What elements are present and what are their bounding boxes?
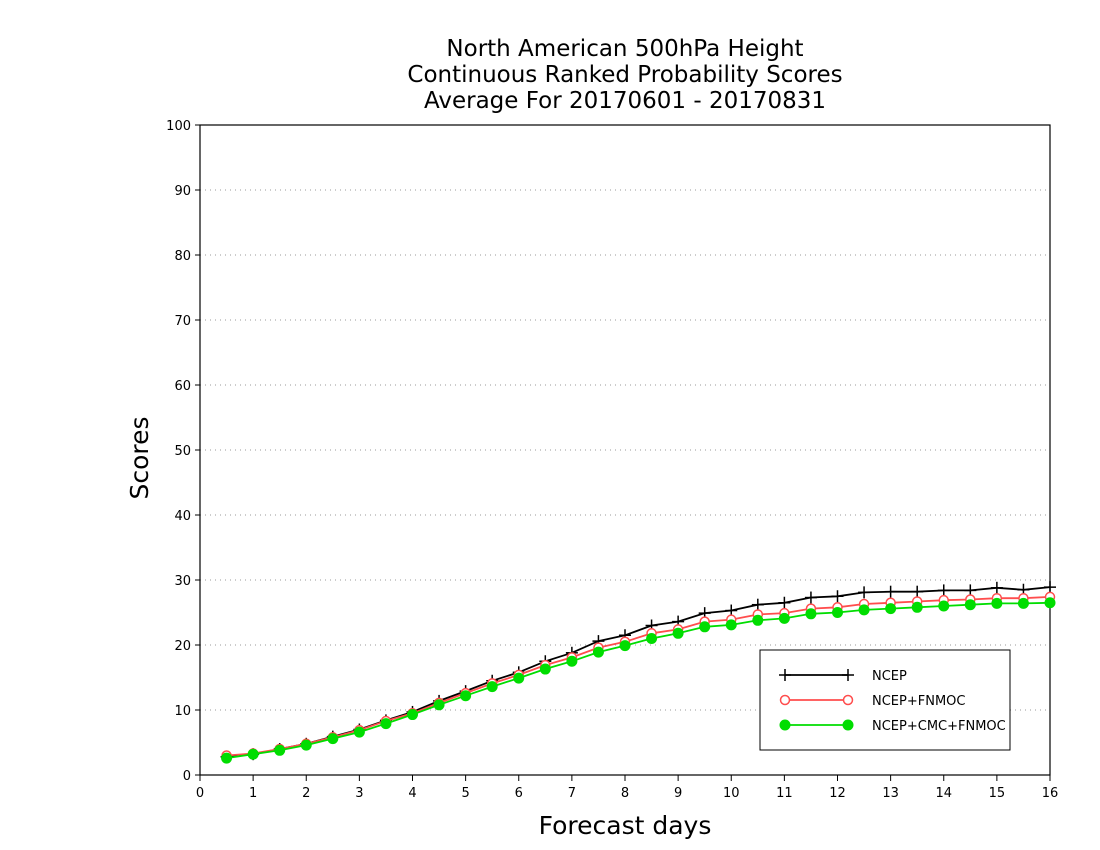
data-point-ncep-cmc-fnmoc xyxy=(300,739,312,751)
y-axis: 0 10 20 30 40 50 60 70 80 90 100 xyxy=(166,119,200,784)
data-point-ncep-cmc-fnmoc xyxy=(539,663,551,675)
x-tick-label: 1 xyxy=(249,786,257,801)
y-tick-label: 10 xyxy=(174,704,191,719)
data-point-ncep-cmc-fnmoc xyxy=(592,646,604,658)
legend-label-ncep: NCEP xyxy=(872,669,907,684)
y-tick-label: 0 xyxy=(183,769,191,784)
data-point-ncep-cmc-fnmoc xyxy=(725,619,737,631)
x-axis: 0 1 2 3 4 5 6 7 8 9 10 11 12 13 14 15 16 xyxy=(196,775,1058,801)
y-tick-label: 40 xyxy=(174,509,191,524)
chart-title-line-3: Average For 20170601 - 20170831 xyxy=(423,88,827,114)
chart-title: North American 500hPa Height Continuous … xyxy=(200,36,1050,114)
data-point-ncep-cmc-fnmoc xyxy=(274,744,286,756)
data-point-ncep-cmc-fnmoc xyxy=(964,599,976,611)
data-point-ncep-cmc-fnmoc xyxy=(672,627,684,639)
data-point-ncep xyxy=(990,581,1003,594)
legend-marker-ncep-fnmoc xyxy=(779,694,791,706)
x-tick-label: 0 xyxy=(196,786,204,801)
data-point-ncep-cmc-fnmoc xyxy=(1044,597,1056,609)
y-tick-label: 20 xyxy=(174,639,191,654)
x-tick-label: 5 xyxy=(461,786,469,801)
data-point-ncep-cmc-fnmoc xyxy=(327,733,339,745)
data-point-ncep-cmc-fnmoc xyxy=(991,597,1003,609)
legend-label-ncep-fnmoc: NCEP+FNMOC xyxy=(872,694,965,709)
x-tick-label: 7 xyxy=(568,786,576,801)
series-layer xyxy=(220,581,1056,764)
data-point-ncep-cmc-fnmoc xyxy=(699,621,711,633)
data-point-ncep-cmc-fnmoc xyxy=(247,748,259,760)
data-point-ncep-cmc-fnmoc xyxy=(778,612,790,624)
data-point-ncep-cmc-fnmoc xyxy=(832,607,843,618)
data-point-ncep-cmc-fnmoc xyxy=(221,752,233,764)
y-tick-label: 50 xyxy=(174,444,191,459)
legend-marker-ncep-cmc-fnmoc xyxy=(842,719,854,731)
x-tick-label: 3 xyxy=(355,786,363,801)
data-point-ncep-cmc-fnmoc xyxy=(433,699,445,711)
data-point-ncep-cmc-fnmoc xyxy=(1017,597,1029,609)
legend-marker-ncep xyxy=(842,669,854,681)
x-tick-label: 16 xyxy=(1042,786,1059,801)
x-axis-label: Forecast days xyxy=(539,811,712,840)
data-point-ncep-cmc-fnmoc xyxy=(486,681,498,693)
data-point-ncep-cmc-fnmoc xyxy=(513,672,525,684)
data-point-ncep-cmc-fnmoc xyxy=(885,603,897,615)
data-point-ncep-cmc-fnmoc xyxy=(752,614,764,626)
data-point-ncep-cmc-fnmoc xyxy=(805,608,817,620)
data-point-ncep xyxy=(937,584,950,597)
data-point-ncep-cmc-fnmoc xyxy=(407,709,418,721)
data-point-ncep xyxy=(778,596,791,609)
x-tick-label: 11 xyxy=(776,786,793,801)
data-point-ncep xyxy=(911,585,924,598)
data-point-ncep xyxy=(804,591,817,604)
series-ncep-cmc-fnmoc xyxy=(221,597,1056,764)
x-tick-label: 8 xyxy=(621,786,629,801)
data-point-ncep-cmc-fnmoc xyxy=(858,604,870,616)
data-point-ncep xyxy=(884,585,897,598)
data-point-ncep-cmc-fnmoc xyxy=(380,718,392,730)
x-tick-label: 12 xyxy=(829,786,846,801)
x-tick-label: 9 xyxy=(674,786,682,801)
data-point-ncep-cmc-fnmoc xyxy=(938,600,950,612)
y-tick-label: 90 xyxy=(174,184,191,199)
y-tick-label: 80 xyxy=(174,249,191,264)
x-tick-label: 4 xyxy=(408,786,416,801)
chart-title-line-2: Continuous Ranked Probability Scores xyxy=(407,62,843,88)
data-point-ncep-cmc-fnmoc xyxy=(353,726,365,738)
legend-marker-ncep-fnmoc xyxy=(842,694,854,706)
y-axis-label: Scores xyxy=(125,416,154,499)
data-point-ncep-cmc-fnmoc xyxy=(911,601,923,613)
x-tick-label: 15 xyxy=(989,786,1006,801)
y-tick-label: 60 xyxy=(174,379,191,394)
data-point-ncep xyxy=(858,586,871,599)
data-point-ncep-cmc-fnmoc xyxy=(460,690,472,702)
x-tick-label: 13 xyxy=(882,786,899,801)
data-point-ncep xyxy=(751,598,764,611)
x-tick-label: 10 xyxy=(723,786,740,801)
legend: NCEP NCEP+FNMOC NCEP+CMC+FNMOC xyxy=(759,649,1011,751)
y-tick-label: 100 xyxy=(166,119,191,134)
data-point-ncep-cmc-fnmoc xyxy=(566,655,578,667)
legend-marker-ncep xyxy=(779,669,791,681)
legend-marker-ncep-cmc-fnmoc xyxy=(779,719,791,731)
data-point-ncep-cmc-fnmoc xyxy=(619,640,631,652)
x-tick-label: 14 xyxy=(935,786,952,801)
legend-label-ncep-cmc-fnmoc: NCEP+CMC+FNMOC xyxy=(872,719,1006,734)
data-point-ncep xyxy=(831,590,844,603)
x-tick-label: 2 xyxy=(302,786,310,801)
data-point-ncep-cmc-fnmoc xyxy=(646,633,658,644)
y-tick-label: 30 xyxy=(174,574,191,589)
x-tick-label: 6 xyxy=(515,786,523,801)
y-tick-label: 70 xyxy=(174,314,191,329)
data-point-ncep xyxy=(1044,581,1056,594)
chart-title-line-1: North American 500hPa Height xyxy=(446,36,804,62)
